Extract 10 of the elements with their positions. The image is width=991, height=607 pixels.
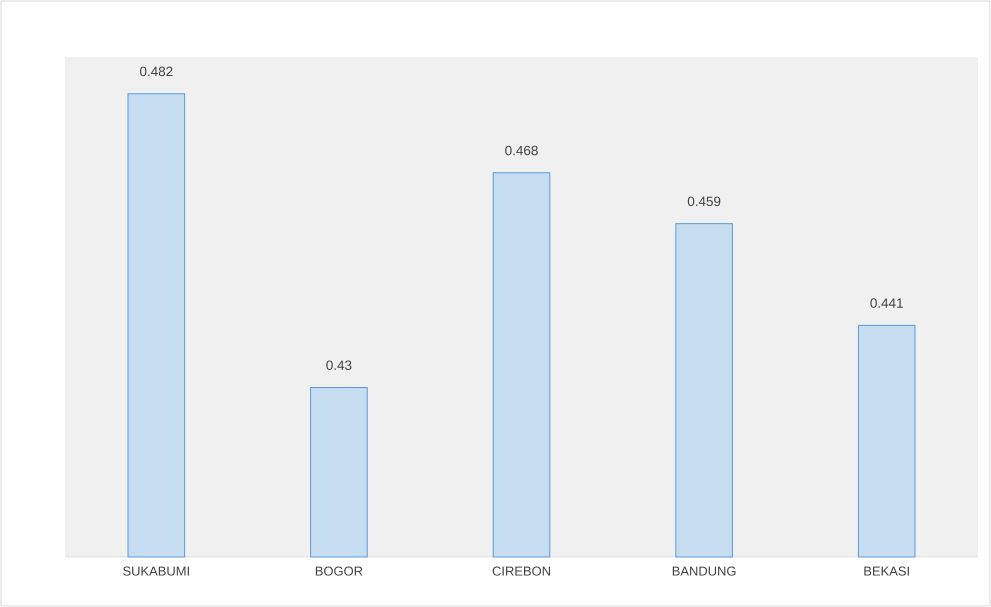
x-tick-label: SUKABUMI: [123, 566, 189, 576]
data-label: 0.459: [688, 196, 720, 206]
x-tick-label: CIREBON: [492, 566, 550, 576]
data-label: 0.43: [326, 360, 352, 370]
x-tick-label: BANDUNG: [672, 566, 736, 576]
data-label: 0.468: [505, 146, 538, 156]
x-tick-label: BOGOR: [316, 566, 362, 576]
x-tick-label: BEKASI: [864, 566, 909, 576]
data-label: 0.441: [870, 298, 903, 308]
data-label: 0.482: [140, 66, 172, 76]
